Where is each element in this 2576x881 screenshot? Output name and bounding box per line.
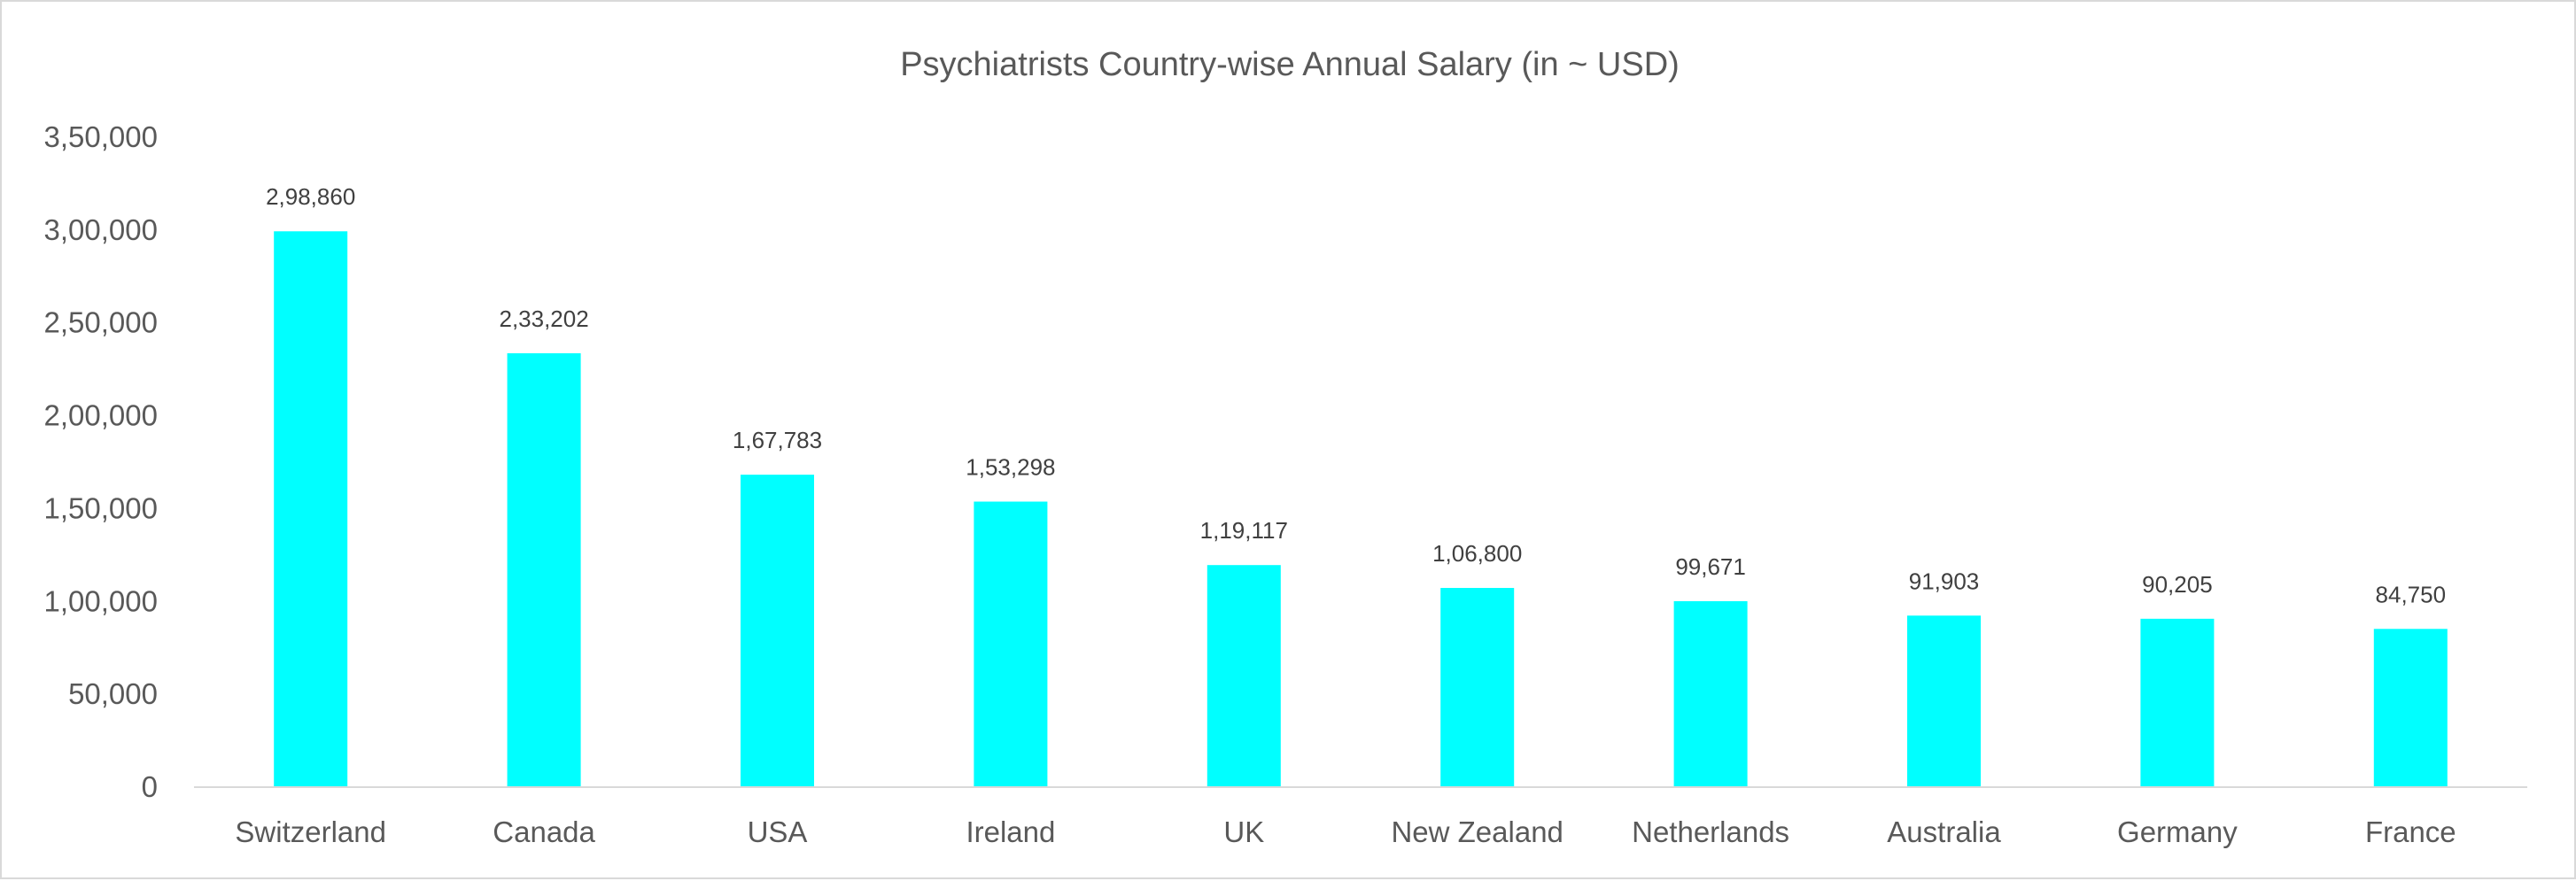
x-axis: Switzerland Canada USA Ireland UK New Zealand…: [235, 815, 2456, 848]
data-label: 1,19,117: [1200, 517, 1288, 544]
data-label: 84,750: [2376, 581, 2447, 607]
x-tick-label: Australia: [1887, 815, 2001, 848]
data-label: 90,205: [2142, 571, 2213, 598]
y-tick-label: 1,00,000: [44, 584, 158, 617]
y-tick-label: 2,50,000: [44, 306, 158, 339]
bar-switzerland: [274, 231, 348, 786]
y-tick-label: 3,00,000: [44, 213, 158, 246]
y-tick-label: 1,50,000: [44, 491, 158, 524]
data-label: 91,903: [1909, 568, 1980, 594]
x-tick-label: Switzerland: [235, 815, 386, 848]
data-label: 2,98,860: [266, 183, 355, 210]
x-tick-label: USA: [748, 815, 808, 848]
y-tick-label: 2,00,000: [44, 399, 158, 432]
x-tick-label: UK: [1223, 815, 1264, 848]
bar-germany: [2140, 618, 2215, 786]
y-tick-label: 0: [142, 770, 158, 803]
x-tick-label: Germany: [2117, 815, 2238, 848]
y-tick-label: 50,000: [68, 677, 158, 710]
x-tick-label: New Zealand: [1391, 815, 1563, 848]
data-label: 1,67,783: [733, 427, 822, 453]
bar-canada: [507, 352, 581, 786]
data-label: 2,33,202: [499, 305, 588, 332]
y-tick-label: 3,50,000: [44, 120, 158, 153]
chart-title: Psychiatrists Country-wise Annual Salary…: [900, 46, 1680, 83]
bar-australia: [1907, 615, 1981, 786]
bar-ireland: [974, 501, 1048, 786]
bar-usa: [741, 475, 814, 786]
bar-netherlands: [1673, 600, 1748, 786]
bar-france: [2373, 629, 2448, 786]
data-label: 99,671: [1675, 553, 1746, 580]
bars: 2,98,860 2,33,202 1,67,783 1,53,298 1,19,117…: [266, 183, 2448, 786]
x-tick-label: France: [2365, 815, 2456, 848]
y-axis: 0 50,000 1,00,000 1,50,000 2,00,000 2,50,000 3…: [44, 120, 158, 803]
x-tick-label: Ireland: [966, 815, 1055, 848]
bar-uk: [1207, 565, 1281, 786]
x-tick-label: Canada: [493, 815, 595, 848]
data-label: 1,06,800: [1432, 540, 1522, 567]
x-tick-label: Netherlands: [1632, 815, 1789, 848]
bar-new-zealand: [1440, 588, 1515, 786]
data-label: 1,53,298: [966, 454, 1055, 481]
